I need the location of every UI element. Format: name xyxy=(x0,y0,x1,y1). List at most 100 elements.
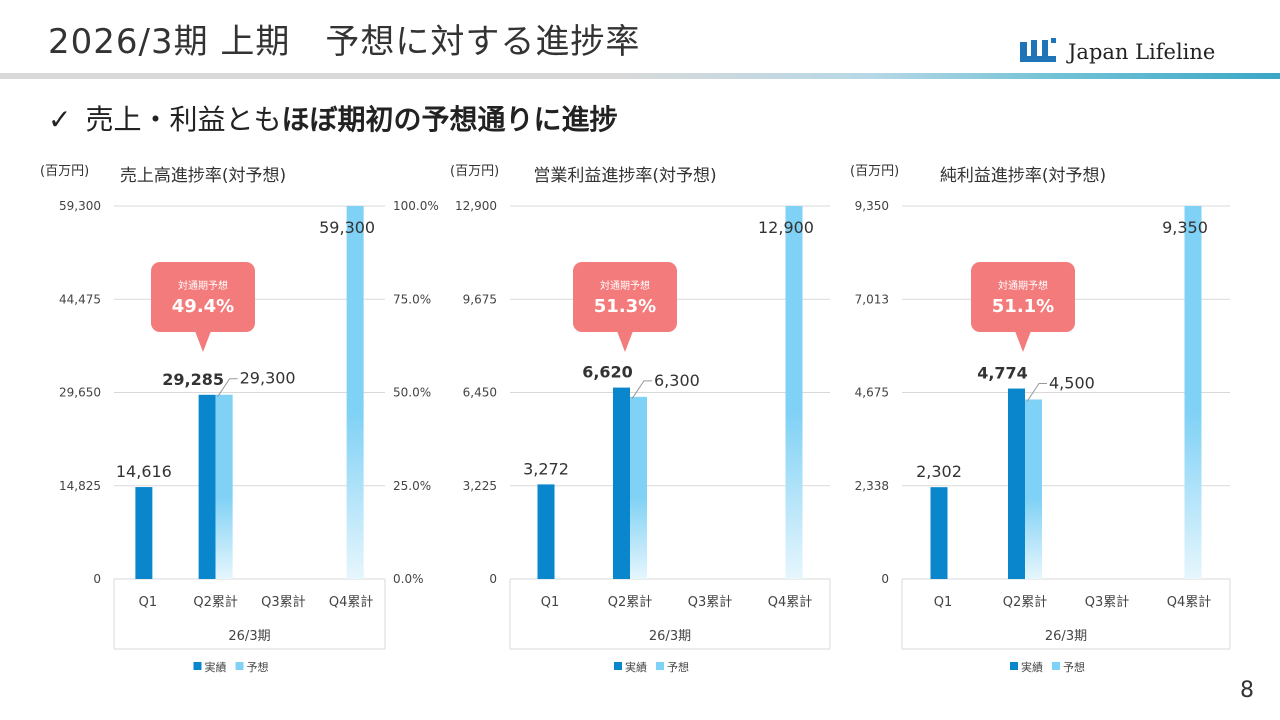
bar-actual xyxy=(537,484,555,579)
callout-value: 51.3% xyxy=(594,296,656,317)
callout-pointer xyxy=(195,331,211,352)
x-tick-label: Q4累計 xyxy=(768,594,813,610)
data-label-actual: 6,620 xyxy=(582,363,633,382)
y2-tick-label: 75.0% xyxy=(393,292,431,306)
data-label-forecast: 29,300 xyxy=(240,369,296,388)
group-label: 26/3期 xyxy=(1045,629,1087,644)
leader-line xyxy=(217,378,238,397)
data-label-forecast: 9,350 xyxy=(1162,218,1208,237)
page-number: 8 xyxy=(1240,678,1254,703)
bar-actual xyxy=(1008,388,1025,579)
progress-callout: 対通期予想 51.1% xyxy=(971,262,1075,352)
legend-swatch-forecast xyxy=(656,662,664,670)
chart-title: 営業利益進捗率(対予想) xyxy=(533,166,716,186)
data-label-forecast: 12,900 xyxy=(758,218,814,237)
jll-logo-icon xyxy=(1020,38,1056,62)
y-tick-label: 29,650 xyxy=(59,386,101,400)
operating-profit-progress-chart: (百万円) 営業利益進捗率(対予想) 0 3,225 6,450 9,675 12,900 Q… xyxy=(450,164,831,674)
y-tick-label: 0 xyxy=(489,572,497,586)
company-logo: Japan Lifeline xyxy=(1020,34,1215,70)
legend-swatch-actual xyxy=(193,662,202,670)
x-tick-label: Q3累計 xyxy=(688,594,733,610)
net-profit-progress-chart: (百万円) 純利益進捗率(対予想) 0 2,338 4,675 7,013 9,350 Q1 Q… xyxy=(850,164,1231,674)
callout-background xyxy=(151,262,255,332)
subtitle-bold-text: ほぼ期初の予想通りに進捗 xyxy=(281,103,618,136)
y2-tick-label: 0.0% xyxy=(393,572,424,586)
y-tick-label: 44,475 xyxy=(59,292,101,306)
bar-forecast xyxy=(346,206,364,579)
x-tick-label: Q1 xyxy=(139,595,158,610)
x-tick-label: Q3累計 xyxy=(261,594,306,610)
slide-subtitle: ✓ 売上・利益ともほぼ期初の予想通りに進捗 xyxy=(48,98,618,138)
x-tick-label: Q1 xyxy=(541,595,560,610)
callout-caption: 対通期予想 xyxy=(600,279,650,292)
callout-caption: 対通期予想 xyxy=(998,279,1048,292)
callout-value: 49.4% xyxy=(172,296,234,317)
bar-forecast xyxy=(785,206,803,579)
unit-label: (百万円) xyxy=(450,164,499,179)
y-tick-label: 59,300 xyxy=(59,199,101,213)
data-label-actual: 14,616 xyxy=(116,462,172,481)
bar-actual xyxy=(198,394,216,579)
legend-label-actual: 実績 xyxy=(205,660,227,674)
legend-swatch-forecast xyxy=(1052,662,1060,670)
data-label-forecast: 6,300 xyxy=(654,371,700,390)
bar-forecast xyxy=(630,396,647,579)
bar-forecast xyxy=(215,394,233,579)
bar-actual xyxy=(613,387,630,579)
legend-label-actual: 実績 xyxy=(625,660,647,674)
bar-forecast xyxy=(1025,399,1042,579)
group-label: 26/3期 xyxy=(228,629,270,644)
callout-value: 51.1% xyxy=(992,296,1054,317)
chart-title: 純利益進捗率(対予想) xyxy=(940,166,1106,186)
x-tick-label: Q3累計 xyxy=(1085,594,1130,610)
group-label: 26/3期 xyxy=(649,629,691,644)
x-tick-label: Q4累計 xyxy=(1167,594,1212,610)
y-tick-label: 7,013 xyxy=(855,292,889,306)
callout-pointer xyxy=(617,331,633,352)
callout-pointer xyxy=(1015,331,1031,352)
y2-tick-label: 100.0% xyxy=(393,199,439,213)
bar-actual xyxy=(930,487,948,579)
unit-label: (百万円) xyxy=(850,164,899,179)
legend-swatch-actual xyxy=(614,662,622,670)
y-tick-label: 12,900 xyxy=(455,199,497,213)
callout-background xyxy=(573,262,677,332)
unit-label: (百万円) xyxy=(40,164,89,179)
y-tick-label: 4,675 xyxy=(855,386,889,400)
legend-swatch-forecast xyxy=(235,662,244,670)
progress-callout: 対通期予想 51.3% xyxy=(573,262,677,352)
data-label-forecast: 59,300 xyxy=(319,218,375,237)
y2-tick-label: 25.0% xyxy=(393,479,431,493)
callout-background xyxy=(971,262,1075,332)
x-tick-label: Q4累計 xyxy=(329,594,374,610)
y-tick-label: 0 xyxy=(93,572,101,586)
data-label-forecast: 4,500 xyxy=(1049,373,1095,392)
x-tick-label: Q2累計 xyxy=(1003,594,1048,610)
page-title: 2026/3期 上期 予想に対する進捗率 xyxy=(48,22,641,62)
data-label-actual: 29,285 xyxy=(162,370,224,389)
progress-callout: 対通期予想 49.4% xyxy=(151,262,255,352)
bar-actual xyxy=(135,487,153,579)
data-label-actual: 4,774 xyxy=(977,364,1028,383)
legend-label-forecast: 予想 xyxy=(667,660,689,674)
subtitle-normal-text: 売上・利益とも xyxy=(85,103,282,136)
legend-label-forecast: 予想 xyxy=(1063,660,1085,674)
y-tick-label: 3,225 xyxy=(463,479,497,493)
leader-line xyxy=(631,380,652,400)
x-tick-label: Q2累計 xyxy=(193,594,238,610)
chart-title: 売上高進捗率(対予想) xyxy=(120,166,286,186)
y-tick-label: 2,338 xyxy=(855,479,889,493)
x-tick-label: Q2累計 xyxy=(608,594,653,610)
sales-progress-chart: (百万円) 売上高進捗率(対予想) 0 14,825 29,650 44,475 59,30… xyxy=(40,164,439,674)
legend-swatch-actual xyxy=(1010,662,1018,670)
data-label-actual: 3,272 xyxy=(523,459,569,478)
y-tick-label: 9,675 xyxy=(463,292,497,306)
callout-caption: 対通期予想 xyxy=(178,279,228,292)
logo-text: Japan Lifeline xyxy=(1068,40,1216,64)
leader-line xyxy=(1026,382,1047,402)
bar-forecast xyxy=(1184,206,1202,579)
check-icon: ✓ xyxy=(48,103,72,136)
legend-label-actual: 実績 xyxy=(1021,660,1043,674)
y-tick-label: 9,350 xyxy=(855,199,889,213)
